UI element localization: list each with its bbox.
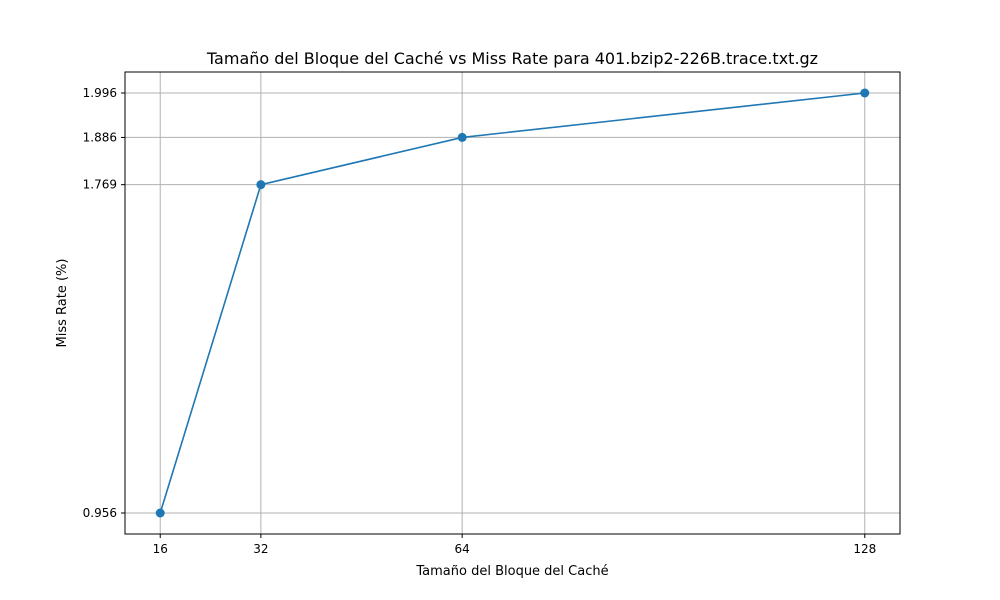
series-line — [159, 92, 865, 514]
y-tick-label: 1.769 — [83, 178, 117, 192]
ticks-layer: 16 32 64 128 0.956 1.769 1.886 1.996 — [83, 86, 877, 556]
y-tick-label: 1.886 — [83, 130, 117, 144]
y-tick-label: 1.996 — [83, 86, 117, 100]
data-point — [860, 88, 870, 98]
data-point — [155, 508, 165, 518]
plot-frame — [124, 71, 901, 535]
x-tick-label: 64 — [455, 542, 470, 556]
grid-layer — [125, 72, 900, 534]
x-tick-label: 128 — [853, 542, 876, 556]
x-tick-label: 16 — [153, 542, 168, 556]
chart-title: Tamaño del Bloque del Caché vs Miss Rate… — [206, 49, 818, 68]
x-axis-label: Tamaño del Bloque del Caché — [415, 564, 608, 579]
data-point — [457, 132, 467, 142]
series-layer — [155, 88, 870, 518]
x-tick-label: 32 — [253, 542, 268, 556]
y-tick-label: 0.956 — [83, 506, 117, 520]
data-point — [256, 180, 266, 190]
y-axis-label: Miss Rate (%) — [55, 259, 70, 348]
